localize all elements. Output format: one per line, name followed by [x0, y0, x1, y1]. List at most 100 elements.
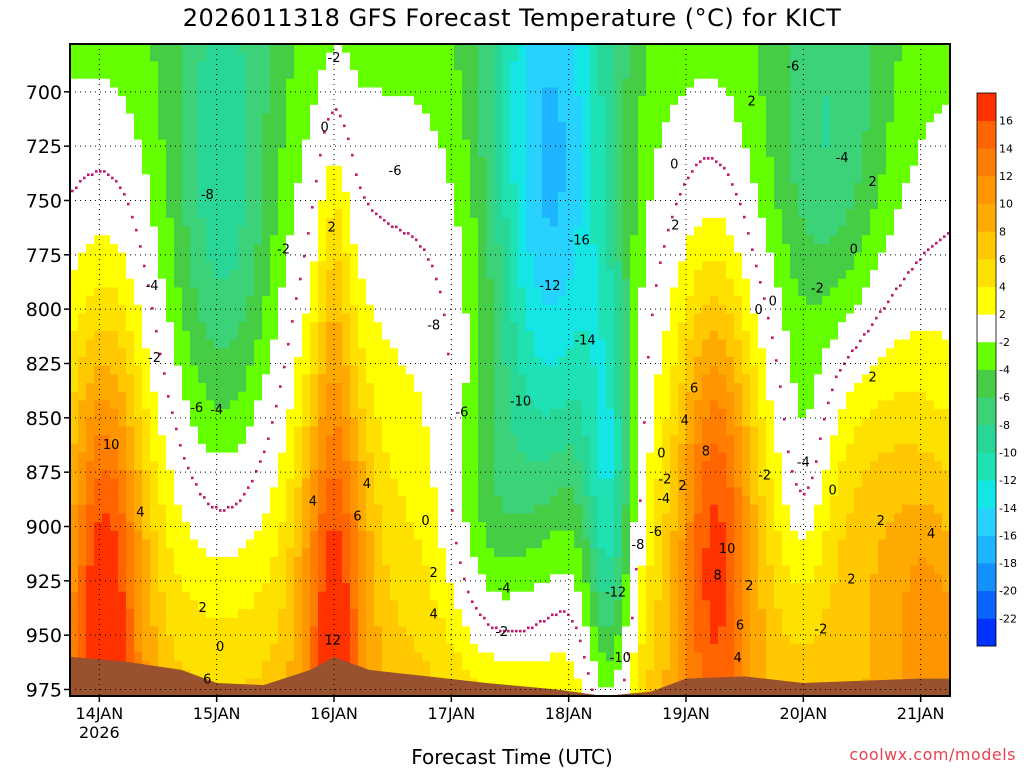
field-cell: [422, 556, 431, 567]
field-cell: [350, 191, 359, 202]
field-cell: [406, 270, 415, 280]
field-cell: [414, 339, 423, 349]
field-cell: [302, 278, 311, 289]
field-cell: [310, 591, 319, 601]
field-cell: [406, 365, 415, 375]
field-cell: [326, 330, 335, 341]
field-cell: [286, 130, 295, 141]
field-cell: [182, 652, 191, 662]
field-cell: [494, 139, 503, 149]
field-cell: [190, 313, 199, 323]
field-cell: [302, 139, 311, 149]
field-cell: [78, 304, 87, 315]
field-cell: [374, 556, 383, 567]
field-cell: [566, 61, 575, 71]
field-cell: [214, 513, 223, 523]
field-cell: [398, 461, 407, 471]
field-cell: [566, 252, 575, 262]
field-cell: [582, 304, 591, 315]
field-cell: [150, 417, 159, 428]
field-cell: [518, 374, 527, 384]
field-cell: [574, 443, 583, 454]
field-cell: [358, 252, 367, 262]
field-cell: [438, 591, 447, 601]
field-cell: [150, 409, 159, 419]
field-cell: [94, 130, 103, 141]
field-cell: [286, 652, 295, 662]
field-cell: [358, 348, 367, 358]
field-cell: [318, 391, 327, 402]
field-cell: [246, 435, 255, 445]
field-cell: [206, 626, 215, 636]
field-cell: [126, 200, 135, 210]
field-cell: [478, 669, 487, 680]
field-cell: [590, 426, 599, 436]
field-cell: [190, 104, 199, 115]
field-cell: [126, 278, 135, 289]
field-cell: [182, 78, 191, 89]
field-cell: [78, 548, 87, 558]
field-cell: [478, 61, 487, 71]
field-cell: [102, 374, 111, 384]
field-cell: [230, 556, 239, 567]
field-cell: [566, 496, 575, 506]
field-cell: [342, 87, 351, 97]
field-cell: [78, 487, 87, 497]
field-cell: [310, 243, 319, 254]
field-cell: [590, 391, 599, 402]
field-cell: [382, 643, 391, 654]
field-cell: [374, 574, 383, 584]
field-cell: [86, 548, 95, 558]
field-cell: [238, 87, 247, 97]
field-cell: [518, 96, 527, 106]
field-cell: [518, 313, 527, 323]
field-cell: [326, 374, 335, 384]
field-cell: [270, 348, 279, 358]
field-cell: [102, 574, 111, 584]
field-cell: [406, 391, 415, 402]
field-cell: [590, 678, 599, 688]
field-cell: [150, 217, 159, 228]
field-cell: [542, 609, 551, 619]
field-cell: [254, 78, 263, 89]
field-cell: [510, 365, 519, 375]
field-cell: [510, 548, 519, 558]
field-cell: [206, 130, 215, 141]
field-cell: [222, 426, 231, 436]
field-cell: [270, 443, 279, 454]
field-cell: [102, 435, 111, 445]
field-cell: [534, 356, 543, 367]
field-cell: [190, 165, 199, 175]
field-cell: [478, 374, 487, 384]
field-cell: [382, 122, 391, 132]
field-cell: [142, 157, 151, 167]
field-cell: [302, 70, 311, 80]
field-cell: [126, 391, 135, 402]
field-cell: [390, 96, 399, 106]
field-cell: [598, 417, 607, 428]
field-cell: [382, 365, 391, 375]
field-cell: [318, 226, 327, 236]
field-cell: [358, 278, 367, 289]
field-cell: [126, 417, 135, 428]
field-cell: [494, 383, 503, 393]
field-cell: [134, 183, 143, 193]
field-cell: [350, 209, 359, 219]
field-cell: [430, 391, 439, 402]
field-cell: [590, 417, 599, 428]
field-cell: [462, 339, 471, 349]
field-cell: [142, 391, 151, 402]
field-cell: [70, 339, 79, 349]
field-cell: [574, 669, 583, 680]
field-cell: [214, 261, 223, 271]
field-cell: [126, 435, 135, 445]
field-cell: [278, 356, 287, 367]
field-cell: [566, 261, 575, 271]
field-cell: [326, 313, 335, 323]
field-cell: [510, 469, 519, 480]
field-cell: [438, 183, 447, 193]
field-cell: [270, 70, 279, 80]
field-cell: [158, 313, 167, 323]
field-cell: [126, 539, 135, 549]
field-cell: [598, 52, 607, 62]
